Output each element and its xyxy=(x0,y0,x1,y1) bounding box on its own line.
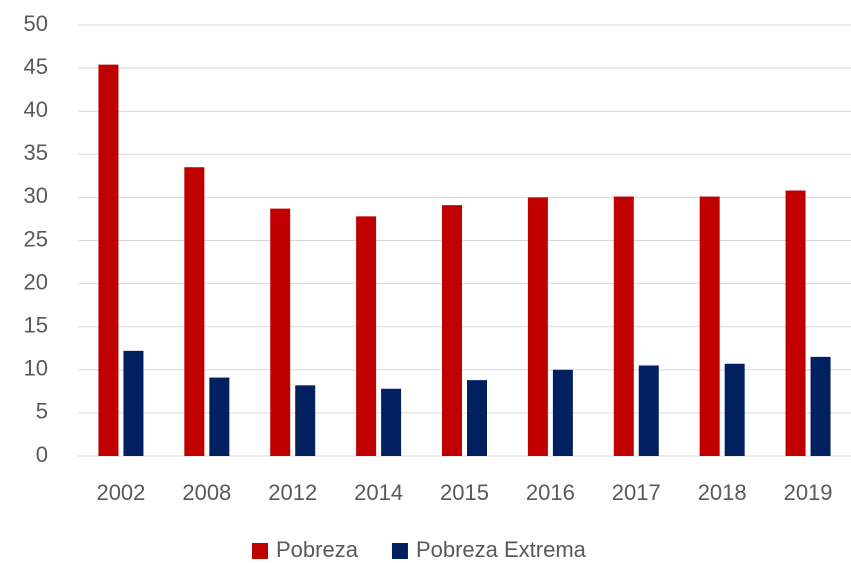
bar xyxy=(295,385,316,456)
x-tick-label: 2014 xyxy=(354,480,403,505)
bar xyxy=(123,350,144,456)
bar xyxy=(638,365,659,456)
bar xyxy=(552,369,573,456)
legend-label: Pobreza Extrema xyxy=(416,537,587,562)
bar xyxy=(209,377,230,456)
y-tick-label: 40 xyxy=(24,97,48,122)
x-tick-label: 2018 xyxy=(698,480,747,505)
x-tick-label: 2017 xyxy=(612,480,661,505)
legend-swatch xyxy=(252,543,268,559)
bar xyxy=(467,380,487,456)
x-tick-label: 2012 xyxy=(268,480,317,505)
y-tick-label: 15 xyxy=(24,313,48,338)
legend-swatch xyxy=(391,543,408,559)
x-tick-label: 2016 xyxy=(526,480,575,505)
y-tick-label: 0 xyxy=(36,442,48,467)
y-tick-label: 50 xyxy=(24,11,48,36)
y-tick-label: 25 xyxy=(24,226,48,251)
bar xyxy=(724,363,745,456)
y-tick-label: 10 xyxy=(24,356,48,381)
x-tick-label: 2008 xyxy=(182,480,231,505)
bar xyxy=(442,205,462,456)
y-tick-label: 5 xyxy=(36,399,48,424)
y-tick-label: 30 xyxy=(24,183,48,208)
y-tick-label: 20 xyxy=(24,269,48,294)
bar xyxy=(810,356,831,456)
x-tick-label: 2015 xyxy=(440,480,489,505)
y-tick-label: 35 xyxy=(24,140,48,165)
x-tick-label: 2019 xyxy=(784,480,833,505)
bar xyxy=(785,190,806,456)
x-tick-label: 2002 xyxy=(96,480,145,505)
bar xyxy=(613,196,634,456)
bar xyxy=(270,208,291,456)
bar xyxy=(98,64,119,456)
bar xyxy=(527,197,548,456)
bar xyxy=(699,196,720,456)
y-tick-label: 45 xyxy=(24,54,48,79)
bar xyxy=(356,216,377,456)
bar xyxy=(184,167,205,457)
bar xyxy=(381,388,402,456)
legend-label: Pobreza xyxy=(276,537,359,562)
